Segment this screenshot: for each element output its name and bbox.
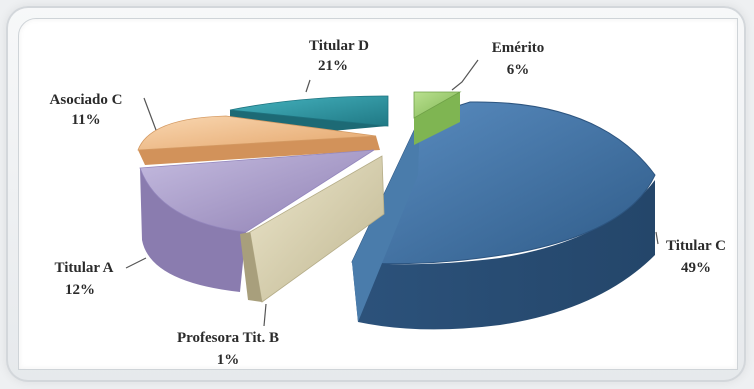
label-profesora-tit-b: Profesora Tit. B 1% [177,303,279,368]
slice-emerito [413,91,462,145]
label-asociado-c: Asociado C 11% [50,92,157,131]
label-emerito: Emérito 6% [451,40,544,91]
label-titular-a-value: 12% [65,282,95,298]
label-titular-d-name: Titular D [309,38,369,54]
slice-asociado-c [137,115,380,165]
label-titular-c-name: Titular C [666,238,726,254]
label-profesora-tit-b-value: 1% [217,352,240,368]
label-titular-a: Titular A 12% [54,257,147,298]
label-titular-c-value: 49% [681,260,711,276]
label-titular-c: Titular C 49% [655,231,726,276]
label-emerito-value: 6% [507,62,530,78]
slice-titular-a [139,149,375,292]
label-titular-d: Titular D 21% [305,38,369,93]
label-titular-a-name: Titular A [54,260,113,276]
label-profesora-tit-b-name: Profesora Tit. B [177,330,279,346]
label-titular-d-value: 21% [318,58,348,74]
slice-titular-c [351,101,656,330]
label-emerito-name: Emérito [492,40,544,56]
slice-profesora-tit-b [240,155,385,303]
label-asociado-c-name: Asociado C [50,92,123,108]
label-asociado-c-value: 11% [71,112,100,128]
